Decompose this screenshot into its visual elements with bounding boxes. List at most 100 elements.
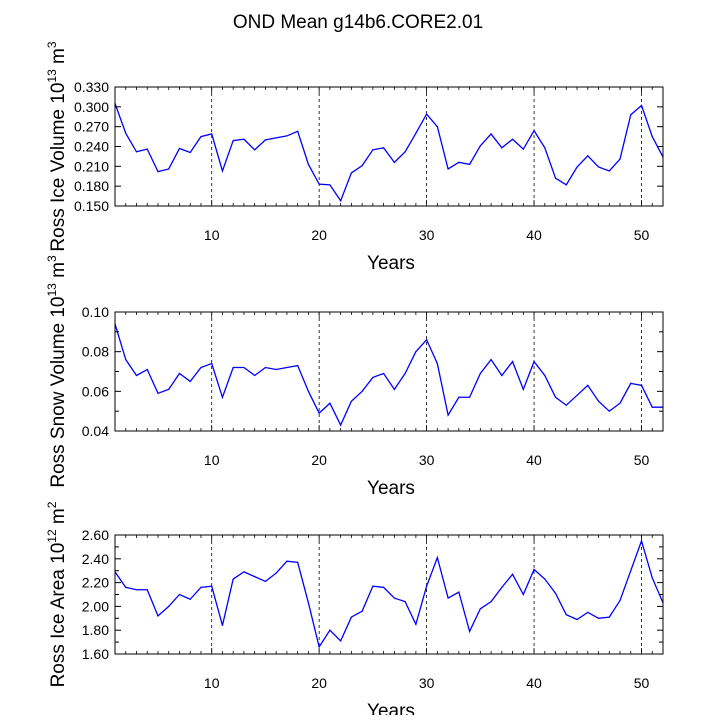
data-point xyxy=(211,133,213,135)
x-tick-label: 20 xyxy=(311,675,327,691)
y-tick-label: 0.300 xyxy=(74,99,109,115)
data-point xyxy=(651,406,653,408)
data-point xyxy=(383,586,385,588)
data-point xyxy=(468,396,471,398)
y-axis-label-text: Ross Ice Volume 10 xyxy=(48,83,69,252)
data-point xyxy=(522,593,524,596)
data-point xyxy=(458,591,460,593)
y-axis-label-superscript: 12 xyxy=(45,529,59,543)
data-series-line xyxy=(114,103,664,203)
data-point xyxy=(490,601,492,603)
data-point xyxy=(254,576,256,578)
data-point xyxy=(565,404,567,406)
y-axis-label-text: m xyxy=(48,48,69,69)
data-point xyxy=(307,163,310,165)
data-point xyxy=(415,623,417,625)
x-tick-label: 50 xyxy=(634,675,650,691)
y-tick-label: 0.270 xyxy=(74,119,109,135)
data-point xyxy=(340,640,342,642)
data-point xyxy=(458,396,460,398)
data-point xyxy=(415,132,417,134)
data-point xyxy=(243,366,245,369)
x-axis-label: Years xyxy=(367,478,415,499)
data-point xyxy=(436,557,438,559)
data-point xyxy=(597,617,600,619)
data-point xyxy=(565,184,567,186)
plot-frame xyxy=(114,86,664,207)
data-point xyxy=(146,589,148,591)
y-axis-label-text: Ross Ice Area 10 xyxy=(48,543,69,688)
data-point xyxy=(168,168,170,170)
x-tick-label: 40 xyxy=(526,675,542,691)
data-point xyxy=(544,374,546,377)
data-point xyxy=(576,394,578,396)
data-point xyxy=(651,577,653,579)
y-tick-label: 2.00 xyxy=(82,598,109,614)
data-point xyxy=(533,360,535,363)
x-tick-label: 40 xyxy=(526,227,542,243)
y-tick-label: 1.80 xyxy=(82,622,109,638)
x-tick-label: 30 xyxy=(419,452,435,468)
x-tick-label: 10 xyxy=(204,452,220,468)
data-point xyxy=(436,126,438,128)
data-point xyxy=(447,414,449,416)
chart-panel-2: 0.04 0.06 0.08 0.10 10 20 30 40 50 Years Ross Snow… xyxy=(45,255,664,499)
data-point xyxy=(168,388,170,390)
y-axis-label-text: m xyxy=(48,262,69,283)
data-point xyxy=(329,629,331,631)
data-point xyxy=(619,158,621,160)
data-point xyxy=(297,130,299,132)
data-point xyxy=(361,390,363,392)
y-axis-label-superscript: 13 xyxy=(45,283,59,297)
y-tick-label: 0.06 xyxy=(82,383,109,399)
data-point xyxy=(554,396,557,398)
data-point xyxy=(544,578,546,580)
data-point xyxy=(329,184,331,186)
data-point xyxy=(511,573,514,575)
data-point xyxy=(490,359,492,361)
y-tick-label: 0.10 xyxy=(82,304,109,320)
data-point xyxy=(361,165,363,167)
data-point xyxy=(522,148,524,150)
y-tick-label: 2.20 xyxy=(82,575,109,591)
data-point xyxy=(630,382,632,384)
data-point xyxy=(178,372,181,375)
data-point xyxy=(479,372,481,375)
y-axis-label: Ross Ice Volume 1013 m3 xyxy=(45,41,69,251)
data-point xyxy=(318,183,320,185)
data-point xyxy=(436,362,438,365)
data-point xyxy=(189,151,191,154)
data-point xyxy=(200,135,202,138)
data-point xyxy=(350,172,352,174)
y-axis-label: Ross Ice Area 1012 m2 xyxy=(45,501,69,687)
data-series-line xyxy=(114,323,663,427)
data-point xyxy=(479,145,481,147)
data-point xyxy=(318,412,320,414)
data-point xyxy=(286,135,288,137)
data-point xyxy=(597,400,600,402)
data-point xyxy=(468,163,471,165)
data-point xyxy=(125,359,127,361)
data-point xyxy=(275,368,277,371)
data-point xyxy=(608,410,610,412)
data-point xyxy=(254,149,256,151)
y-tick-label: 1.60 xyxy=(82,646,109,662)
data-point xyxy=(533,568,535,571)
data-point xyxy=(211,585,213,587)
data-point xyxy=(651,135,653,138)
y-tick-label: 0.240 xyxy=(74,139,109,155)
data-point xyxy=(275,137,277,139)
data-point xyxy=(340,424,342,426)
y-tick-label: 0.04 xyxy=(82,423,109,439)
x-tick-label: 30 xyxy=(419,227,435,243)
data-point xyxy=(157,171,159,173)
data-point xyxy=(264,580,267,583)
data-point xyxy=(597,166,600,168)
data-point xyxy=(178,593,181,596)
data-point xyxy=(458,161,460,163)
data-point xyxy=(630,114,632,116)
y-tick-label: 0.150 xyxy=(74,198,109,214)
data-point xyxy=(630,570,632,572)
data-point xyxy=(576,618,578,621)
data-point xyxy=(125,132,127,134)
